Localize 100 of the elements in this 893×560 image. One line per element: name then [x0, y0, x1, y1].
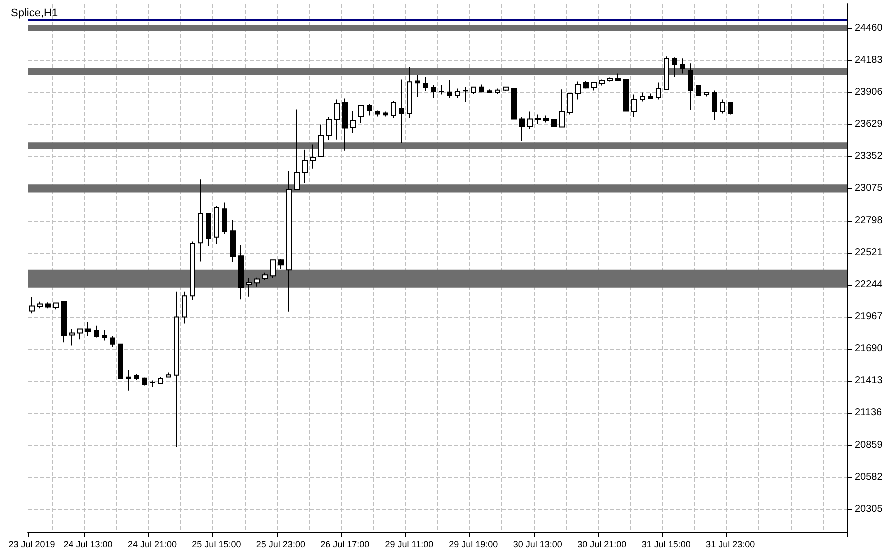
candlestick [487, 89, 492, 94]
candlestick [174, 291, 179, 448]
candlestick [150, 380, 155, 388]
candlestick [310, 144, 316, 170]
candlestick [728, 102, 733, 116]
candlestick [423, 76, 428, 92]
x-tick-label: 31 Jul 23:00 [706, 540, 756, 550]
x-tick-label: 25 Jul 15:00 [192, 540, 242, 550]
y-tick-label: 23906 [855, 86, 884, 98]
candlestick [391, 100, 396, 119]
candlestick [623, 79, 629, 112]
y-tick-label: 20305 [855, 504, 884, 515]
x-tick-label: 30 Jul 21:00 [578, 540, 627, 550]
candlestick [543, 115, 549, 124]
candlestick [591, 82, 597, 92]
candlestick [214, 206, 219, 245]
candlestick [680, 58, 685, 74]
candlestick [615, 73, 621, 82]
x-tick-label: 26 Jul 17:00 [320, 540, 370, 550]
candlestick [302, 149, 308, 184]
candlestick [720, 99, 725, 114]
y-tick-label: 23075 [855, 183, 884, 194]
candlestick [656, 82, 661, 100]
candlestick [190, 241, 195, 302]
y-tick-label: 22798 [855, 215, 884, 226]
y-tick-label: 20859 [855, 440, 884, 451]
candlestick [262, 272, 268, 282]
x-tick-label: 29 Jul 11:00 [385, 540, 434, 550]
candlestick [334, 99, 340, 140]
candlestick [607, 77, 613, 82]
y-tick-label: 24460 [855, 22, 884, 34]
candlestick [102, 330, 107, 342]
candlestick [206, 214, 211, 247]
candlestick [535, 114, 541, 125]
y-tick-label: 21967 [855, 311, 884, 322]
candlestick [640, 92, 645, 102]
candlestick [551, 119, 557, 128]
candlestick [94, 325, 99, 338]
candlestick [77, 328, 83, 340]
x-tick-label: 31 Jul 15:00 [642, 540, 691, 550]
x-tick-label: 30 Jul 13:00 [513, 540, 562, 550]
candlestick [664, 56, 669, 90]
candlestick [696, 85, 701, 96]
candlestick [511, 88, 517, 120]
candlestick [278, 258, 284, 270]
candlestick [672, 57, 677, 78]
candlestick [222, 202, 227, 236]
candlestick [358, 105, 364, 124]
candlestick [463, 86, 468, 103]
candlestick [503, 86, 509, 92]
candlestick [166, 372, 171, 378]
y-tick-label: 23352 [855, 151, 884, 162]
candlestick [110, 335, 115, 348]
candlestick [455, 88, 460, 99]
candlestick [583, 80, 589, 90]
candlestick [230, 220, 236, 264]
candlestick [246, 278, 252, 298]
y-tick-label: 21413 [855, 376, 884, 387]
candlestick [648, 93, 653, 100]
x-tick-label: 25 Jul 23:00 [256, 540, 306, 550]
candlestick [85, 322, 91, 337]
x-tick-label: 23 Jul 2019 [8, 540, 56, 550]
candlestick [631, 94, 637, 118]
y-tick-label: 22244 [855, 279, 884, 290]
candlestick [479, 84, 484, 93]
candlestick [294, 109, 300, 190]
candlestick [495, 88, 500, 95]
candlestick [439, 84, 444, 96]
candlestick [238, 244, 244, 300]
candlestick [326, 116, 332, 141]
candlestick [599, 79, 605, 86]
candlestick [527, 111, 533, 130]
y-tick-label: 23629 [855, 119, 884, 130]
candlestick [118, 344, 123, 380]
candlestick [182, 291, 187, 324]
candlestick [350, 110, 356, 134]
candlestick [559, 89, 565, 128]
candlestick [471, 86, 476, 95]
x-tick-label: 24 Jul 13:00 [64, 540, 113, 550]
candlestick [399, 79, 404, 144]
candlestick [198, 179, 203, 262]
candlestick [286, 171, 292, 312]
chart-title: Splice,H1 [11, 8, 58, 20]
y-tick-label: 20582 [855, 472, 884, 483]
candlestick [53, 302, 59, 310]
y-tick-label: 22521 [855, 247, 884, 258]
candlestick [61, 301, 67, 344]
candlestick [519, 116, 525, 142]
candlestick [431, 84, 436, 99]
candlestick [383, 111, 388, 118]
y-tick-label: 24183 [855, 54, 884, 66]
candlestick [712, 90, 717, 121]
candlestick [367, 104, 372, 116]
candlestick [29, 296, 35, 314]
candlestick [575, 81, 581, 100]
candlestick [375, 110, 380, 118]
candlestick [447, 80, 452, 99]
candlestick [318, 124, 324, 158]
candlestick [407, 66, 412, 119]
candlestick [270, 260, 276, 280]
